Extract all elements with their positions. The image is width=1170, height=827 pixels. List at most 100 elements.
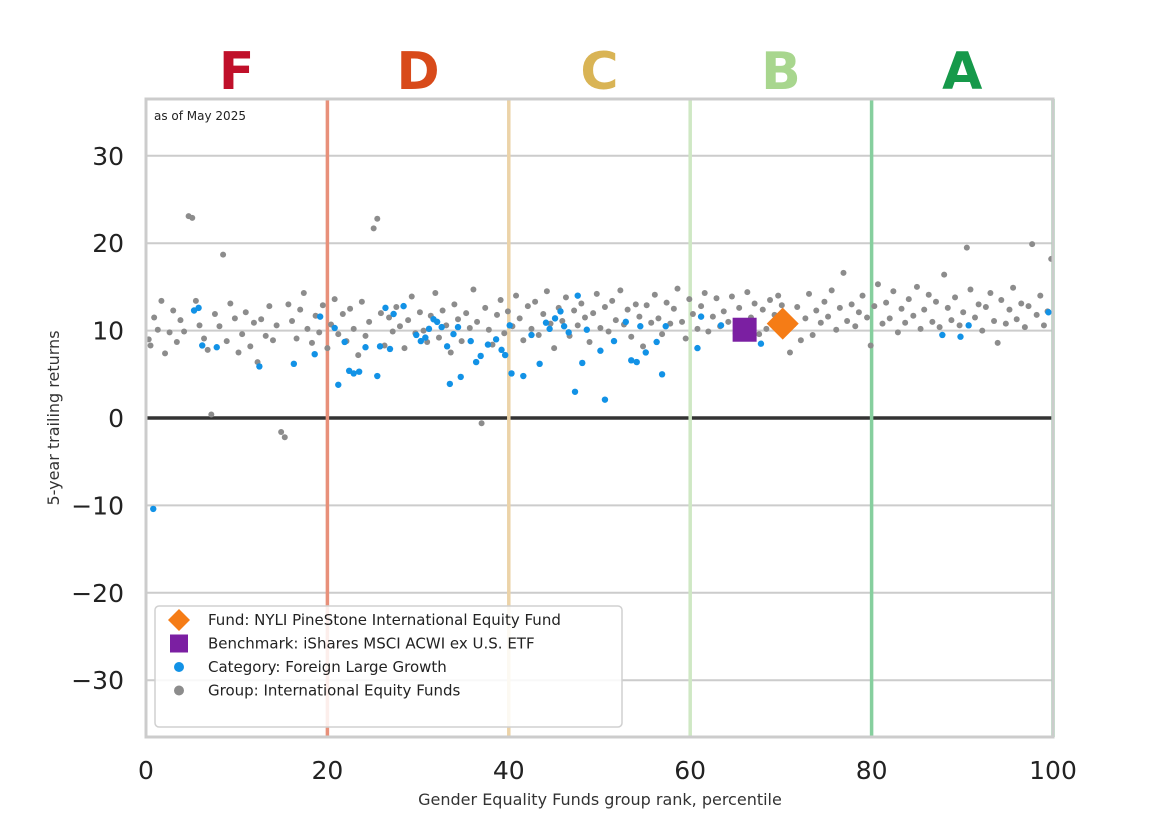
- y-tick-label: 30: [92, 142, 124, 171]
- data-point: [285, 301, 292, 308]
- data-point: [508, 370, 515, 377]
- data-point: [358, 298, 365, 305]
- data-point: [759, 306, 766, 313]
- data-point: [709, 313, 716, 320]
- data-point: [1013, 316, 1020, 323]
- data-point: [720, 308, 727, 315]
- data-point: [319, 302, 326, 309]
- data-point: [147, 342, 154, 349]
- data-point: [435, 334, 442, 341]
- data-point: [482, 304, 489, 311]
- data-point: [389, 328, 396, 335]
- data-point: [420, 327, 427, 334]
- data-point: [258, 316, 265, 323]
- data-point: [879, 320, 886, 327]
- data-point: [262, 332, 269, 339]
- data-point: [956, 322, 963, 329]
- data-point: [648, 319, 655, 326]
- x-tick-label: 0: [138, 756, 154, 785]
- data-point: [417, 337, 425, 345]
- data-point: [597, 324, 604, 331]
- x-tick-label: 100: [1029, 756, 1077, 785]
- x-tick-label: 60: [674, 756, 706, 785]
- data-point: [967, 286, 974, 293]
- data-point: [910, 312, 917, 319]
- data-point: [898, 305, 905, 312]
- data-point: [817, 319, 824, 326]
- data-point: [484, 341, 492, 348]
- data-point: [905, 296, 912, 303]
- legend-fund-icon: [168, 609, 190, 631]
- data-point: [501, 351, 509, 359]
- data-point: [151, 314, 158, 321]
- grade-letter-d: D: [397, 42, 440, 102]
- data-point: [579, 359, 586, 367]
- data-point: [201, 335, 208, 342]
- data-point: [975, 301, 982, 308]
- y-tick-label: 10: [92, 317, 124, 346]
- data-point: [859, 292, 866, 299]
- data-point: [204, 346, 211, 353]
- data-point: [1040, 322, 1047, 329]
- data-point: [192, 297, 199, 304]
- data-point: [501, 330, 508, 337]
- data-point: [624, 306, 631, 313]
- data-point: [960, 309, 967, 316]
- data-point: [524, 303, 531, 310]
- data-point: [778, 302, 785, 309]
- data-point: [936, 324, 943, 331]
- data-point: [965, 322, 972, 329]
- data-point: [281, 434, 288, 441]
- data-point: [463, 310, 470, 317]
- data-point: [944, 304, 951, 311]
- data-point: [551, 315, 559, 322]
- data-point: [560, 323, 568, 330]
- data-point: [297, 306, 304, 313]
- data-point: [694, 344, 701, 352]
- legend-label: Fund: NYLI PineStone International Equit…: [208, 611, 561, 629]
- data-point: [643, 302, 650, 309]
- data-point: [994, 339, 1001, 346]
- data-point: [736, 304, 743, 311]
- data-point: [362, 344, 369, 351]
- data-point: [341, 338, 348, 346]
- data-point: [467, 337, 474, 345]
- data-point: [1006, 306, 1013, 313]
- data-point: [506, 322, 513, 329]
- data-point: [438, 323, 445, 331]
- data-point: [386, 314, 393, 321]
- data-point: [932, 298, 939, 305]
- data-point: [231, 315, 238, 322]
- data-point: [366, 318, 373, 325]
- data-point: [686, 296, 693, 303]
- legend-benchmark-icon: [170, 634, 188, 653]
- data-point: [400, 302, 407, 310]
- legend-label: Group: International Equity Funds: [208, 682, 461, 700]
- data-point: [713, 295, 720, 302]
- x-tick-label: 20: [311, 756, 343, 785]
- data-point: [883, 299, 890, 306]
- data-point: [658, 371, 666, 378]
- data-point: [546, 325, 553, 333]
- data-point: [256, 363, 263, 370]
- data-point: [474, 318, 481, 325]
- data-point: [662, 323, 669, 330]
- data-point: [767, 297, 774, 304]
- data-point: [717, 322, 725, 329]
- data-point: [181, 328, 188, 335]
- data-point: [227, 300, 234, 307]
- data-point: [350, 325, 357, 332]
- data-point: [451, 301, 458, 308]
- data-point: [913, 283, 920, 290]
- data-point: [269, 337, 276, 344]
- data-point: [335, 331, 342, 338]
- data-point: [574, 292, 581, 299]
- data-point: [195, 304, 202, 312]
- data-point: [376, 343, 384, 350]
- data-point: [998, 297, 1005, 304]
- data-point: [802, 315, 809, 322]
- data-point: [698, 303, 705, 310]
- data-point: [289, 317, 296, 324]
